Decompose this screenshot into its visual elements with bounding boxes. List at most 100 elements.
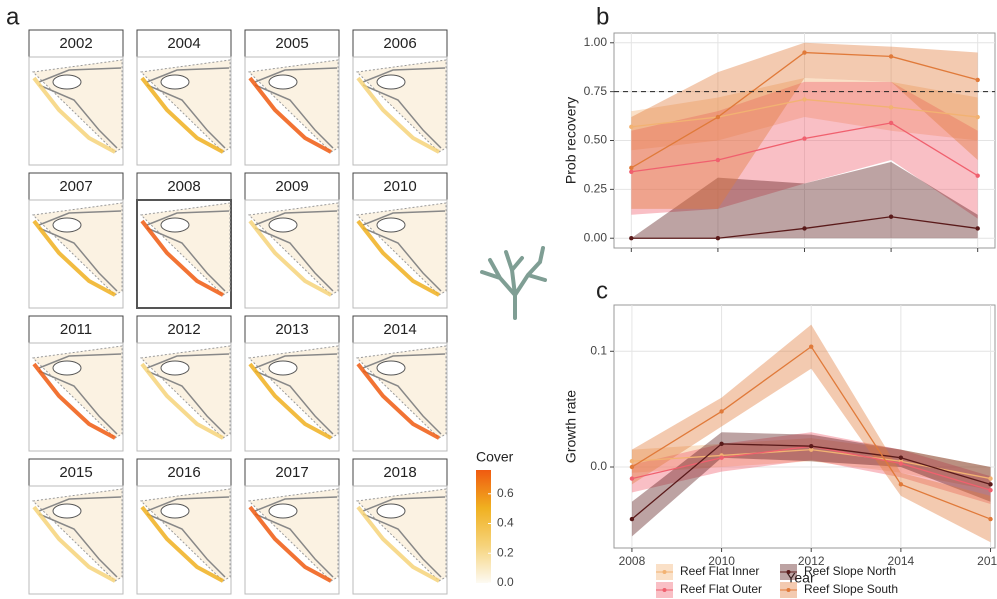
point <box>975 114 980 120</box>
facet-title: 2006 <box>383 35 416 52</box>
lagoon <box>160 360 190 376</box>
point <box>988 487 993 493</box>
point <box>809 344 814 349</box>
legend-key-point <box>786 570 791 574</box>
reef-contour <box>38 496 122 578</box>
facet: 2016 <box>136 458 232 595</box>
y-tick-label: 0.75 <box>584 84 608 98</box>
facet: 2011 <box>28 315 124 452</box>
reef-contour <box>38 67 122 149</box>
legend-key-point <box>786 588 791 592</box>
coral-icon <box>480 246 547 320</box>
reef-edge <box>248 505 332 583</box>
point <box>975 173 980 178</box>
facet: 2005 <box>244 29 340 166</box>
point <box>809 447 814 452</box>
reef-edge <box>356 219 440 297</box>
reef-contour <box>362 496 446 578</box>
facet-title: 2005 <box>275 35 308 52</box>
reef-contour <box>146 353 230 435</box>
ribbon <box>631 162 978 239</box>
lagoon <box>52 360 82 376</box>
point <box>888 54 894 59</box>
point <box>629 476 635 481</box>
facet-header <box>136 29 232 58</box>
facet: 2013 <box>244 315 340 452</box>
point <box>715 157 721 163</box>
colorbar-title: Cover <box>476 449 514 465</box>
point <box>898 482 904 487</box>
facet-header <box>244 172 340 201</box>
reef-edge <box>32 219 116 297</box>
y-axis-title: Growth rate <box>563 390 579 463</box>
point <box>802 226 807 231</box>
y-axis-title: Prob recovery <box>563 97 579 184</box>
facet-header <box>244 29 340 58</box>
reef-contour <box>362 67 446 149</box>
facet-header <box>352 458 448 487</box>
reef-edge <box>140 76 224 154</box>
panel-label: b <box>596 3 609 30</box>
reef-edge <box>32 505 116 583</box>
legend-label: Reef Slope South <box>804 582 898 596</box>
point <box>719 455 724 460</box>
reef-contour <box>254 353 338 435</box>
facet-header <box>136 315 232 344</box>
lagoon <box>268 360 298 376</box>
point <box>988 476 993 481</box>
legend-label: Reef Flat Inner <box>680 564 759 578</box>
y-tick-label: 0.00 <box>584 230 608 244</box>
facet: 2004 <box>136 29 232 166</box>
reef-edge <box>140 219 224 297</box>
lagoon <box>160 74 190 90</box>
colorbar-tick-label: 0.2 <box>497 545 514 559</box>
reef-contour <box>362 210 446 292</box>
y-tick-label: 0.25 <box>584 182 608 196</box>
reef-contour <box>254 210 338 292</box>
point <box>888 120 894 126</box>
x-tick-label: 2014 <box>888 554 915 568</box>
facet: 2017 <box>244 458 340 595</box>
lagoon <box>376 217 406 233</box>
ribbon <box>631 438 991 491</box>
point <box>975 226 980 231</box>
point <box>715 114 721 120</box>
reef-contour <box>38 353 122 435</box>
point <box>802 97 807 102</box>
reef-contour <box>146 67 230 149</box>
point <box>802 136 807 141</box>
x-axis-title: Year <box>786 570 815 586</box>
facet-title: 2012 <box>167 321 200 338</box>
facet: 2008 <box>136 172 232 309</box>
lagoon <box>268 217 298 233</box>
legend-key-point <box>662 588 667 592</box>
reef-edge <box>248 219 332 297</box>
lagoon <box>52 503 82 519</box>
lagoon <box>376 503 406 519</box>
facet-title: 2018 <box>383 464 416 481</box>
facet-title: 2010 <box>383 178 416 195</box>
legend-label: Reef Flat Outer <box>680 582 762 596</box>
x-tick-label: 2012 <box>798 554 825 568</box>
reef-edge <box>32 76 116 154</box>
lagoon <box>160 503 190 519</box>
facet: 2015 <box>28 458 124 595</box>
reef-contour <box>146 496 230 578</box>
panel-label: c <box>596 277 608 304</box>
facet-title: 2009 <box>275 178 308 195</box>
lagoon <box>268 503 298 519</box>
facet: 2002 <box>28 29 124 166</box>
point <box>988 516 993 522</box>
point <box>629 165 634 171</box>
lagoon <box>52 74 82 90</box>
reef-edge <box>140 362 224 440</box>
facet-header <box>28 315 124 344</box>
y-tick-label: 0.1 <box>590 343 607 357</box>
facet-title: 2004 <box>167 35 200 52</box>
facet-title: 2007 <box>59 178 92 195</box>
lagoon <box>376 360 406 376</box>
point <box>888 214 894 219</box>
ribbon <box>631 77 978 151</box>
facet-title: 2011 <box>60 321 92 338</box>
reef-edge <box>356 505 440 583</box>
